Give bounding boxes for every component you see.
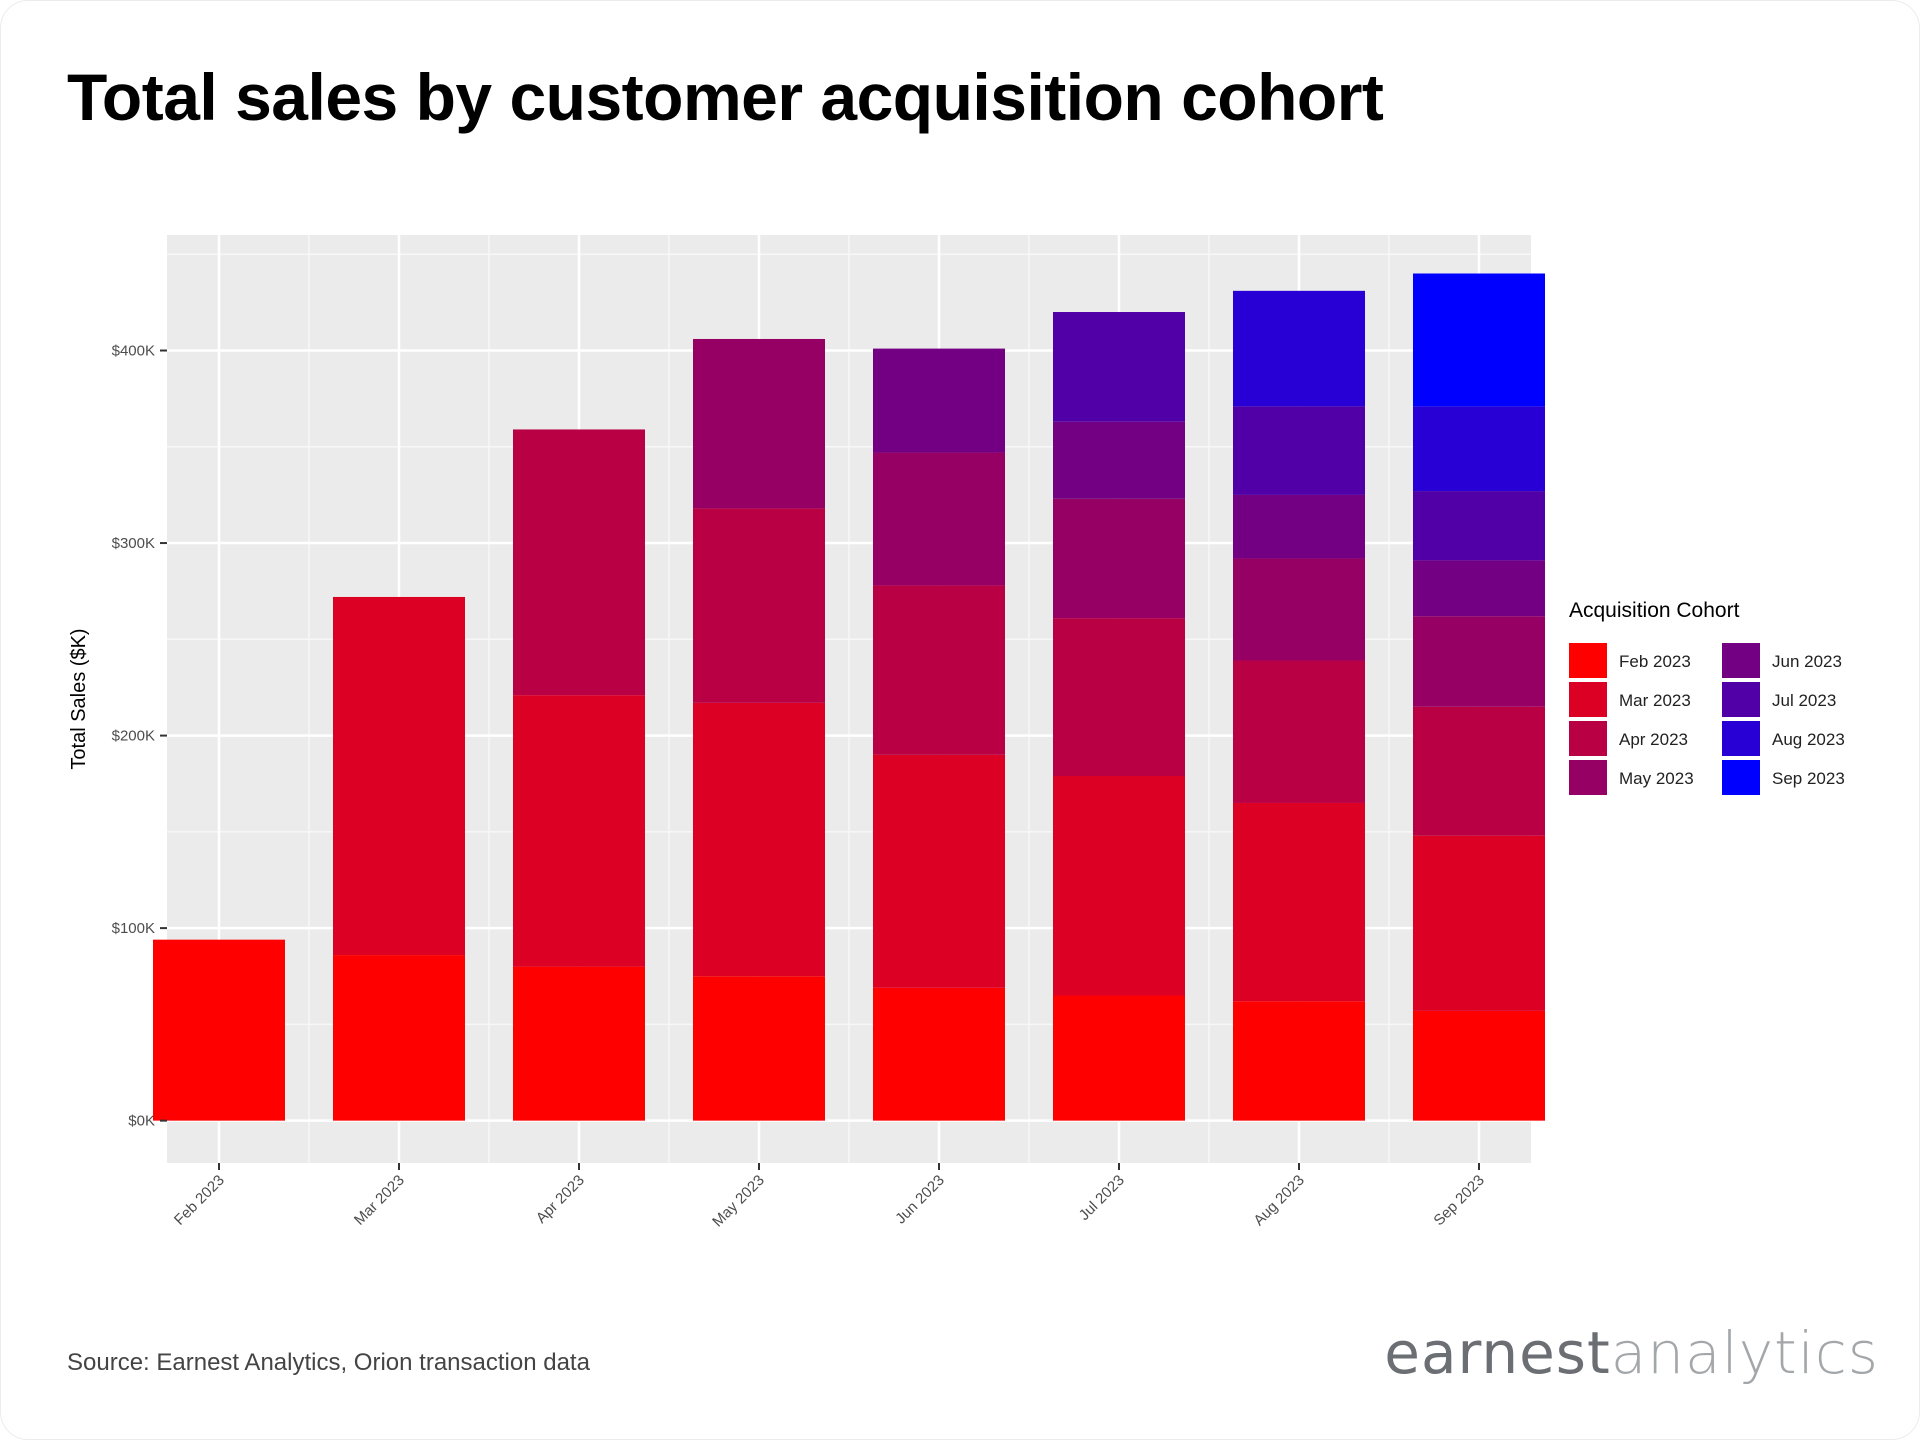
y-tick-label: $400K <box>112 343 155 360</box>
bar-segment <box>1413 706 1545 836</box>
legend-label: Mar 2023 <box>1619 691 1691 710</box>
bar-segment <box>1413 406 1545 492</box>
x-tick-label: Aug 2023 <box>1250 1172 1307 1229</box>
bar-segment <box>693 702 825 977</box>
x-tick-label: Feb 2023 <box>171 1172 228 1229</box>
legend-label: Apr 2023 <box>1619 730 1688 749</box>
legend-swatch <box>1722 760 1760 795</box>
earnest-analytics-logo: earnestanalytics <box>1384 1319 1879 1387</box>
bar-segment <box>1233 660 1365 803</box>
bar-segment <box>1053 776 1185 996</box>
x-tick-label: Apr 2023 <box>533 1172 588 1227</box>
legend-swatch <box>1722 682 1760 717</box>
bar-segment <box>1413 616 1545 707</box>
bar-segment <box>1233 290 1365 407</box>
bar-segment <box>693 508 825 703</box>
y-tick-label: $0K <box>128 1113 155 1130</box>
x-tick-label: Sep 2023 <box>1430 1172 1487 1229</box>
chart-title: Total sales by customer acquisition coho… <box>67 60 1384 134</box>
legend-label: Jul 2023 <box>1772 691 1836 710</box>
bar-segment <box>513 429 645 696</box>
x-tick-label: Mar 2023 <box>351 1172 408 1229</box>
bar-segment <box>1413 1010 1545 1121</box>
bar-segment <box>1233 802 1365 1002</box>
bar-segment <box>153 939 285 1121</box>
logo-part-earnest: earnest <box>1384 1319 1611 1387</box>
legend-label: Aug 2023 <box>1772 730 1845 749</box>
legend-swatch <box>1569 682 1607 717</box>
y-axis-title: Total Sales ($K) <box>68 628 90 769</box>
logo-part-analytics: analytics <box>1610 1319 1879 1387</box>
legend-label: Feb 2023 <box>1619 652 1691 671</box>
bar-segment <box>513 966 645 1121</box>
legend-swatch <box>1569 760 1607 795</box>
bar-segment <box>333 596 465 956</box>
bar-segment <box>873 754 1005 988</box>
x-tick-label: Jun 2023 <box>892 1172 948 1228</box>
bar-segment <box>873 348 1005 453</box>
bar-segment <box>1053 421 1185 499</box>
bar-segment <box>1233 1001 1365 1121</box>
y-tick-label: $200K <box>112 728 155 745</box>
bar-segment <box>873 452 1005 586</box>
source-note: Source: Earnest Analytics, Orion transac… <box>67 1349 590 1376</box>
bar-segment <box>1233 406 1365 495</box>
x-tick-label: May 2023 <box>709 1172 768 1231</box>
bar-segment <box>1413 835 1545 1011</box>
bar-segment <box>873 585 1005 755</box>
legend-label: Sep 2023 <box>1772 769 1845 788</box>
bar-segment <box>693 976 825 1121</box>
legend-swatch <box>1722 721 1760 756</box>
bar-segment <box>1413 560 1545 617</box>
bar-segment <box>693 338 825 509</box>
bar-segment <box>513 695 645 967</box>
legend-swatch <box>1722 643 1760 678</box>
bar-segment <box>873 987 1005 1121</box>
y-tick-label: $100K <box>112 920 155 937</box>
x-tick-label: Jul 2023 <box>1076 1172 1128 1224</box>
legend-label: Jun 2023 <box>1772 652 1842 671</box>
legend-swatch <box>1569 643 1607 678</box>
y-tick-label: $300K <box>112 535 155 552</box>
bar-segment <box>1053 618 1185 777</box>
bar-segment <box>1053 995 1185 1121</box>
bar-segment <box>1053 312 1185 422</box>
bar-segment <box>333 955 465 1121</box>
bar-segment <box>1233 494 1365 559</box>
bar-segment <box>1233 558 1365 661</box>
bar-segment <box>1053 498 1185 619</box>
bar-segment <box>1413 491 1545 561</box>
legend-title: Acquisition Cohort <box>1569 599 1740 622</box>
bar-segment <box>1413 273 1545 407</box>
legend-swatch <box>1569 721 1607 756</box>
legend-label: May 2023 <box>1619 769 1694 788</box>
